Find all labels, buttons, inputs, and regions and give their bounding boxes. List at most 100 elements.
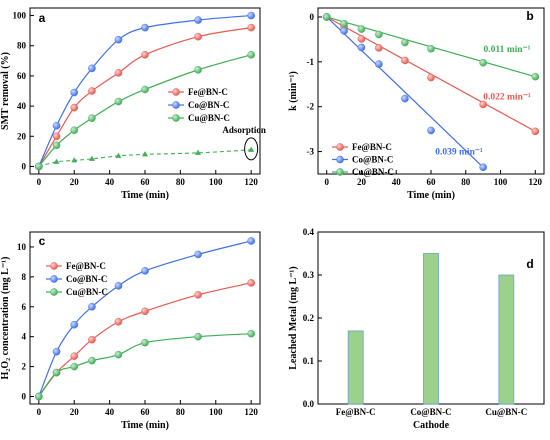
data-point bbox=[375, 30, 383, 39]
data-point bbox=[531, 127, 540, 136]
fit-line bbox=[326, 16, 484, 168]
data-point bbox=[427, 73, 435, 82]
data-point bbox=[194, 250, 202, 259]
panel-b: 0 20 40 60 80 100 120 0 -1 -2 -3 Time (min) k (min⁻¹… bbox=[288, 7, 545, 201]
y-axis-label: Leached Metal (mg L⁻¹) bbox=[288, 266, 299, 370]
x-tick-label: 100 bbox=[494, 177, 508, 187]
data-point bbox=[194, 291, 202, 299]
y-axis-label: k (min⁻¹) bbox=[288, 71, 299, 111]
legend-marker bbox=[172, 101, 180, 109]
x-axis-label: Time (min) bbox=[121, 420, 169, 431]
rate-label: 0.039 min⁻¹ bbox=[435, 147, 483, 157]
data-point bbox=[375, 44, 383, 52]
adsorption-label: Adsorption bbox=[222, 125, 266, 135]
panel-label: d bbox=[526, 257, 533, 271]
y-tick-label: 8 bbox=[22, 272, 27, 282]
data-point bbox=[194, 16, 202, 24]
x-tick-label: 20 bbox=[70, 407, 80, 417]
data-point bbox=[70, 103, 79, 112]
data-point bbox=[479, 163, 487, 172]
x-tick-label: 80 bbox=[461, 177, 471, 187]
y-tick-label: 40 bbox=[17, 101, 27, 111]
data-point bbox=[141, 23, 149, 32]
adsorption-point bbox=[88, 155, 95, 161]
data-point bbox=[88, 114, 96, 122]
legend-marker bbox=[336, 155, 344, 164]
y-tick-label: 0.4 bbox=[303, 227, 315, 237]
data-point bbox=[357, 43, 366, 52]
adsorption-point bbox=[142, 151, 148, 157]
x-tick-label: 20 bbox=[70, 177, 80, 187]
data-point bbox=[114, 282, 123, 290]
legend-marker bbox=[172, 114, 180, 122]
x-tick-label: 40 bbox=[392, 177, 402, 187]
y-axis-label: SMT removal (%) bbox=[0, 52, 11, 130]
adsorption-point bbox=[248, 146, 255, 152]
data-point bbox=[479, 58, 487, 67]
panel-label: a bbox=[39, 11, 46, 25]
data-point bbox=[375, 60, 383, 68]
y-tick-label: 10 bbox=[17, 242, 27, 252]
legend-marker bbox=[50, 275, 58, 283]
x-tick-label: 0 bbox=[37, 177, 42, 187]
legend-label: Cu@BN-C bbox=[66, 287, 108, 297]
series-line bbox=[38, 54, 252, 167]
y-tick-label: 0 bbox=[310, 12, 315, 22]
legend-label: Co@BN-C bbox=[188, 100, 229, 110]
data-point bbox=[141, 50, 149, 59]
legend-marker bbox=[172, 88, 180, 96]
bar bbox=[498, 274, 515, 405]
panel-a: 0 20 40 60 80 100 120 0 20 40 60 80 100 Time (min) SMT… bbox=[0, 7, 266, 201]
data-point bbox=[88, 335, 96, 344]
x-tick-label: 60 bbox=[427, 177, 437, 187]
data-point bbox=[427, 126, 435, 135]
data-point bbox=[194, 66, 202, 74]
bar bbox=[423, 253, 439, 405]
legend-label: Co@BN-C bbox=[352, 155, 393, 165]
data-point bbox=[247, 279, 255, 287]
x-axis-label: Time (min) bbox=[407, 190, 455, 201]
data-point bbox=[340, 19, 348, 28]
data-point bbox=[70, 352, 79, 360]
y-tick-label: 0.0 bbox=[303, 399, 315, 409]
data-point bbox=[247, 237, 255, 245]
adsorption-point bbox=[53, 158, 60, 164]
data-point bbox=[247, 23, 255, 32]
adsorption-point bbox=[115, 152, 122, 158]
x-tick-label: 100 bbox=[209, 177, 223, 187]
data-point bbox=[70, 362, 79, 371]
data-point bbox=[401, 38, 409, 47]
data-point bbox=[427, 45, 435, 53]
adsorption-line bbox=[38, 149, 252, 167]
legend-label: Fe@BN-C bbox=[66, 261, 106, 271]
y-tick-label: 2 bbox=[22, 362, 27, 372]
legend-label: Fe@BN-C bbox=[352, 142, 392, 152]
rate-label: 0.022 min⁻¹ bbox=[483, 93, 531, 103]
x-tick-label: 60 bbox=[141, 177, 151, 187]
data-point bbox=[88, 87, 96, 95]
data-point bbox=[52, 121, 61, 130]
data-point bbox=[52, 141, 61, 150]
x-tick-label: Fe@BN-C bbox=[336, 407, 376, 417]
y-tick-label: 60 bbox=[17, 71, 27, 81]
data-point bbox=[357, 25, 366, 33]
legend-label: Cu@BN-C bbox=[188, 113, 230, 123]
rate-label: 0.011 min⁻¹ bbox=[484, 45, 531, 55]
x-tick-label: 0 bbox=[37, 407, 42, 417]
x-tick-label: 40 bbox=[105, 407, 115, 417]
data-point bbox=[114, 97, 123, 106]
data-point bbox=[141, 307, 149, 316]
data-point bbox=[357, 35, 366, 43]
data-point bbox=[247, 11, 255, 20]
adsorption-point bbox=[195, 149, 202, 155]
data-point bbox=[88, 356, 96, 365]
data-point bbox=[35, 392, 43, 401]
x-tick-label: 120 bbox=[244, 177, 258, 187]
x-tick-label: 100 bbox=[209, 407, 223, 417]
y-tick-label: -2 bbox=[307, 102, 315, 112]
data-point bbox=[114, 35, 123, 44]
panel-label: b bbox=[526, 9, 533, 23]
y-tick-label: 0.3 bbox=[303, 270, 315, 280]
legend-marker bbox=[336, 168, 344, 176]
